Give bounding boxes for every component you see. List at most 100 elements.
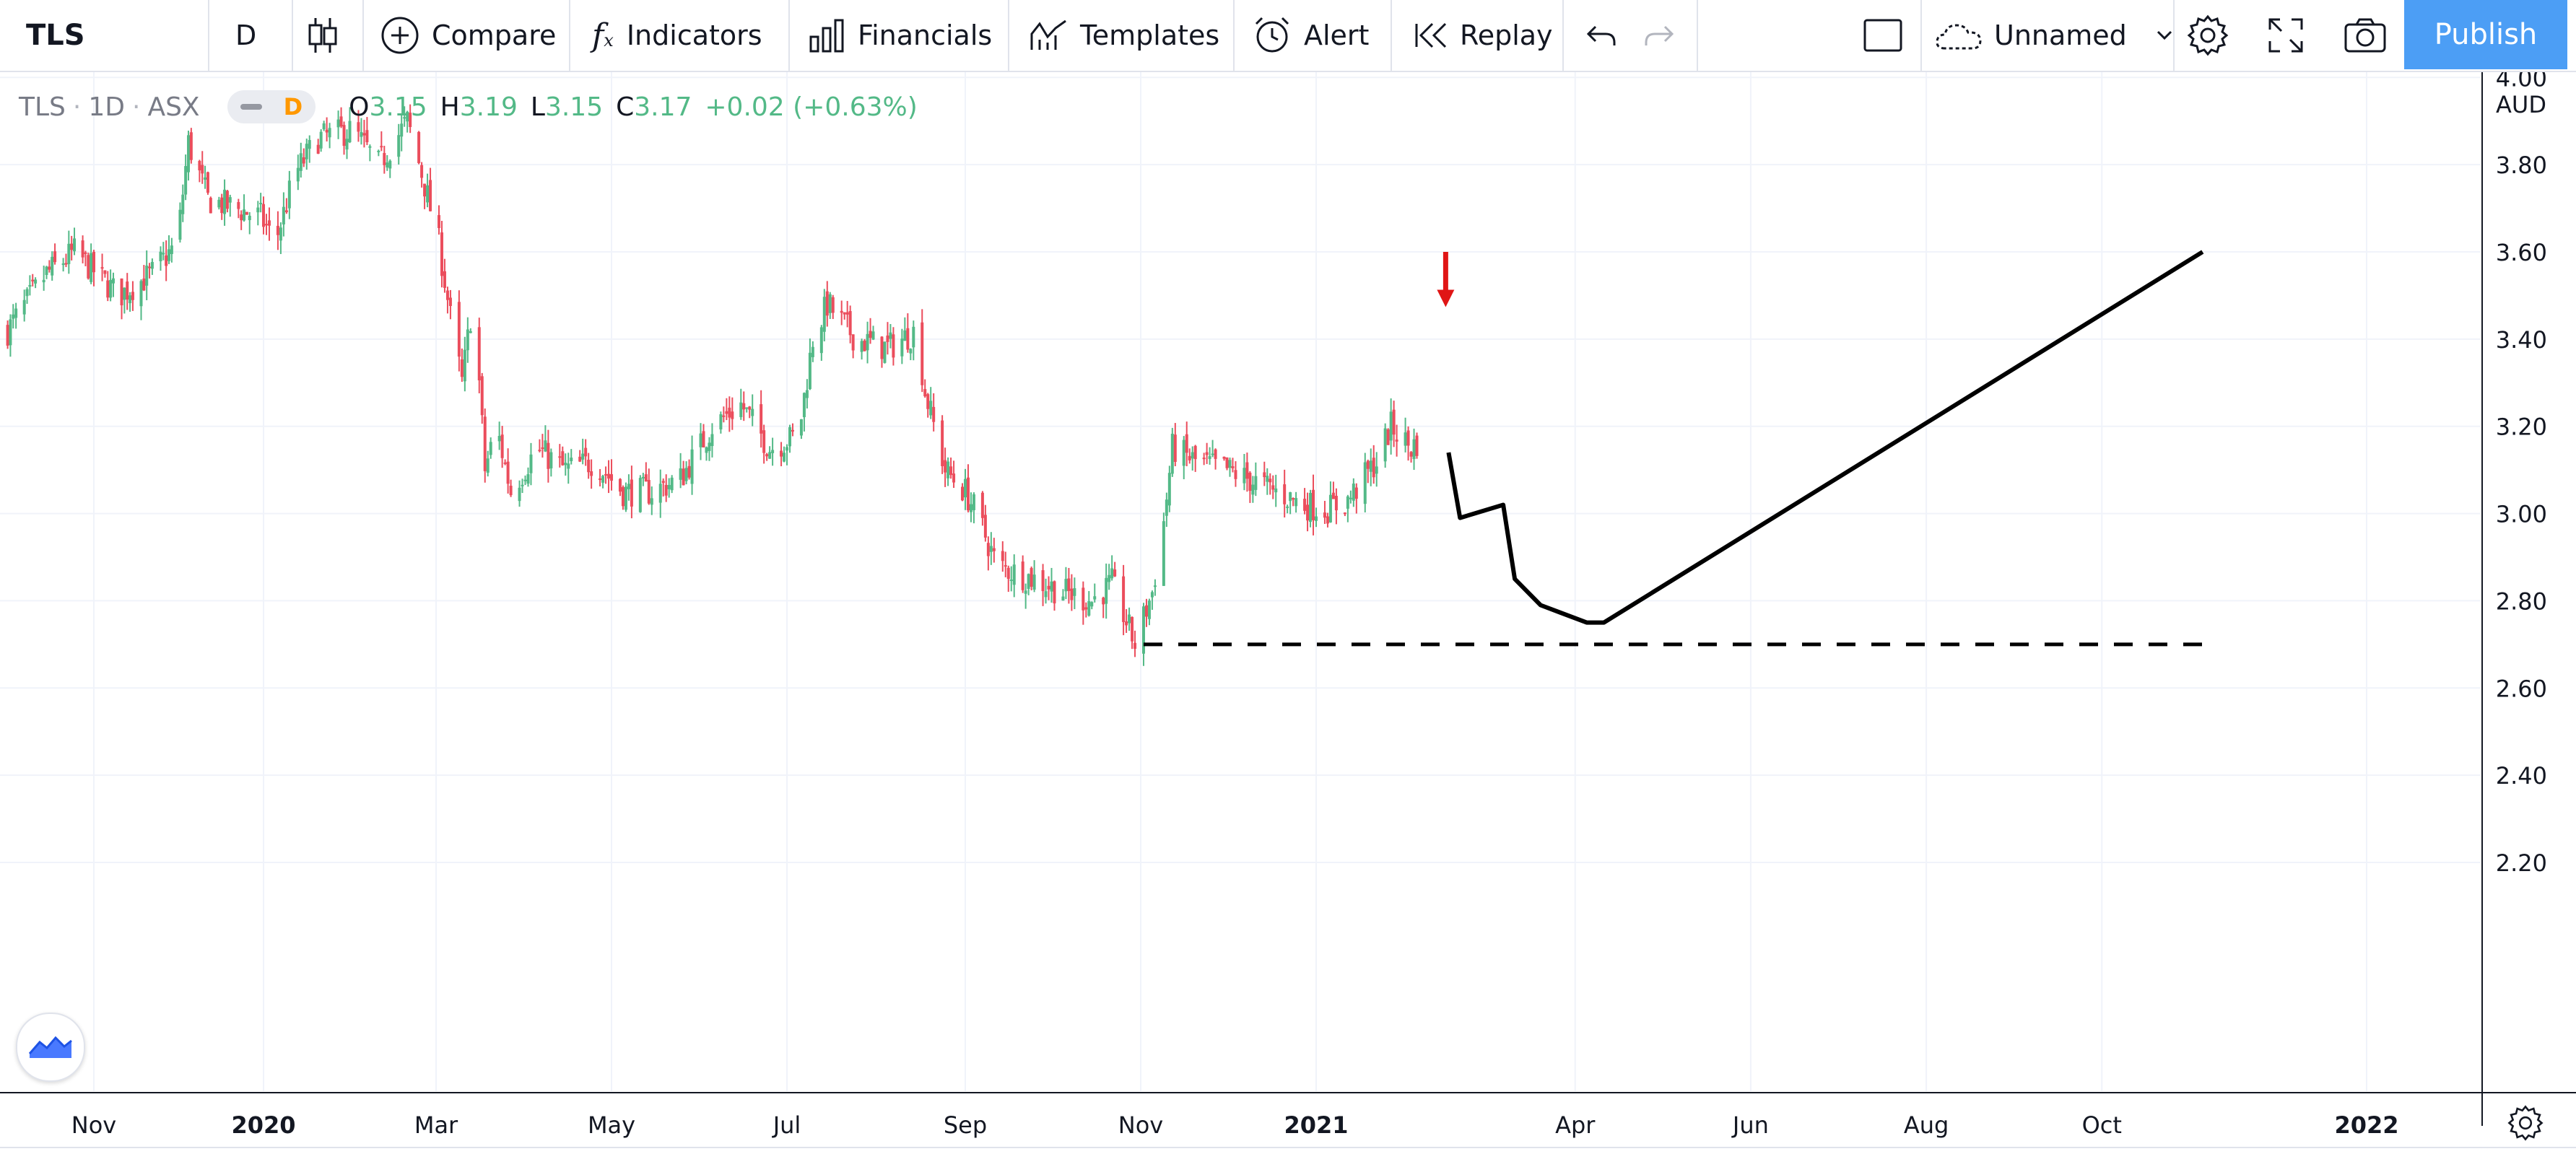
- price-tick-label: 3.80: [2496, 152, 2547, 179]
- replay-button[interactable]: Replay: [1414, 0, 1553, 71]
- candle-body: [53, 251, 57, 263]
- undo-button[interactable]: [1585, 0, 1617, 71]
- candle-body: [949, 466, 953, 476]
- divider: [362, 0, 364, 71]
- open-label: O: [349, 92, 370, 122]
- candle-body: [1147, 600, 1151, 619]
- undo-icon: [1585, 22, 1617, 48]
- divider: [1697, 0, 1698, 71]
- candle-body: [788, 427, 791, 447]
- divider: [1920, 0, 1922, 71]
- fullscreen-button[interactable]: [2267, 0, 2305, 71]
- candle-body: [771, 450, 775, 453]
- tradingview-logo-icon: [28, 1032, 73, 1062]
- candle-body: [463, 349, 466, 382]
- price-tick-label: 3.40: [2496, 326, 2547, 354]
- candle-body: [1383, 428, 1387, 462]
- candle-body: [641, 476, 645, 478]
- high-value: 3.19: [459, 92, 518, 122]
- alert-button[interactable]: Alert: [1252, 0, 1369, 71]
- candle-body: [12, 314, 15, 319]
- settings-button[interactable]: [2186, 0, 2229, 71]
- compare-button[interactable]: Compare: [380, 0, 556, 71]
- interval-button[interactable]: D: [235, 0, 256, 71]
- legend-separator: ·: [131, 92, 141, 122]
- settings-icon: [2186, 14, 2229, 57]
- time-tick-label: Oct: [2082, 1111, 2122, 1139]
- market-status-badge[interactable]: D: [227, 90, 316, 123]
- candle-body: [708, 442, 711, 451]
- chart-type-button[interactable]: [306, 0, 339, 71]
- legend-symbol[interactable]: TLS: [19, 92, 66, 122]
- candle-body: [768, 452, 772, 459]
- candle-body: [145, 266, 149, 286]
- candle-body: [1294, 498, 1298, 507]
- candle-body: [90, 253, 93, 282]
- candle-body: [1248, 472, 1252, 491]
- candle-body: [1191, 452, 1194, 459]
- redo-button[interactable]: [1643, 0, 1675, 71]
- candle-body: [100, 267, 104, 269]
- candle-body: [1153, 585, 1157, 587]
- candle-body: [445, 290, 449, 300]
- candle-body: [819, 327, 823, 354]
- candle-body: [584, 447, 588, 457]
- candle-body: [67, 243, 71, 264]
- financials-button[interactable]: Financials: [809, 0, 992, 71]
- candle-body: [762, 430, 766, 453]
- candle-body: [1412, 439, 1416, 460]
- candle-body: [299, 153, 303, 171]
- candle-body: [848, 311, 852, 336]
- candle-body: [325, 129, 328, 133]
- candle-body: [92, 251, 95, 273]
- price-tick-label: 2.80: [2496, 587, 2547, 615]
- indicators-button[interactable]: fx Indicators: [592, 0, 762, 71]
- symbol-search-button[interactable]: TLS: [26, 0, 85, 71]
- redo-icon: [1643, 22, 1675, 48]
- candle-body: [45, 266, 48, 276]
- candle-body: [670, 477, 674, 491]
- candle-body: [1067, 578, 1071, 591]
- candle-body: [206, 172, 209, 193]
- candle-body: [403, 117, 406, 119]
- low-value: 3.15: [544, 92, 604, 122]
- change-value: +0.02 (+0.63%): [705, 92, 918, 122]
- candle-body: [1366, 460, 1370, 469]
- candle-body: [661, 481, 665, 484]
- candle-body: [808, 352, 811, 390]
- candle-body: [368, 146, 372, 148]
- drawings[interactable]: [1143, 250, 2217, 647]
- candle-body: [544, 440, 547, 452]
- compare-icon: [380, 15, 420, 56]
- candle-body: [184, 166, 188, 195]
- candle-body: [409, 113, 412, 128]
- time-tick-label: Aug: [1904, 1111, 1949, 1139]
- candle-body: [521, 484, 524, 486]
- publish-button[interactable]: Publish: [2404, 0, 2567, 69]
- candle-body: [126, 281, 129, 300]
- layout-name-button[interactable]: Unnamed: [1935, 0, 2173, 71]
- candle-body: [1222, 456, 1226, 459]
- candle-body: [869, 331, 872, 338]
- templates-button[interactable]: Templates: [1030, 0, 1219, 71]
- candle-body: [1144, 605, 1148, 617]
- candle-body: [921, 322, 924, 385]
- candle-body: [909, 349, 913, 354]
- candle-body: [469, 331, 472, 333]
- candle-body: [1125, 621, 1128, 626]
- candle-body: [348, 121, 352, 143]
- tradingview-logo[interactable]: [16, 1013, 85, 1082]
- candle-body: [828, 294, 832, 313]
- candle-body: [1352, 484, 1355, 501]
- snapshot-button[interactable]: [2344, 0, 2387, 71]
- candle-body: [1375, 466, 1378, 474]
- candle-body: [765, 454, 769, 457]
- candle-body: [658, 484, 662, 503]
- axis-settings-button[interactable]: [2507, 1104, 2544, 1142]
- candle-body: [886, 335, 889, 342]
- candle-body: [167, 249, 171, 261]
- candle-body: [365, 130, 369, 143]
- layout-button[interactable]: [1863, 0, 1903, 71]
